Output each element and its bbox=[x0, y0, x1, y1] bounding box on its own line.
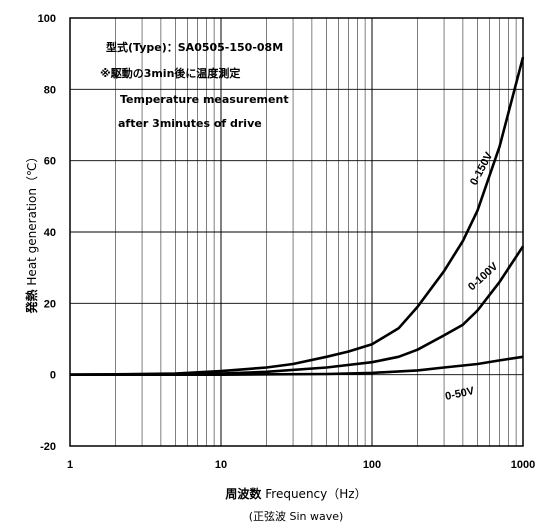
y-tick-label: 20 bbox=[44, 298, 56, 310]
annotation-type: 型式(Type)：SA0505-150-08M bbox=[106, 40, 283, 54]
y-tick-label: 80 bbox=[44, 84, 56, 96]
y-tick-label: -20 bbox=[40, 441, 56, 453]
annotation-measure-en-2: after 3minutes of drive bbox=[118, 117, 262, 130]
series-line-3 bbox=[70, 355, 524, 376]
x-axis-label: 周波数 Frequency（Hz） bbox=[225, 486, 366, 501]
y-tick-label: 0 bbox=[50, 370, 56, 382]
y-tick-label: 100 bbox=[38, 13, 56, 25]
annotation-measure-en-1: Temperature measurement bbox=[120, 93, 289, 106]
plot-frame bbox=[69, 17, 524, 447]
tick-labels: 1 10 100 1000 100 80 60 40 20 0 -20 bbox=[38, 13, 536, 471]
x-tick-label: 10 bbox=[215, 459, 227, 471]
y-tick-label: 40 bbox=[44, 227, 56, 239]
x-tick-label: 100 bbox=[363, 459, 381, 471]
x-axis-note: (正弦波 Sin wave) bbox=[249, 509, 344, 523]
series-line-1 bbox=[69, 56, 525, 376]
annotation-measure-jp: ※駆動の3min後に温度測定 bbox=[100, 66, 240, 80]
y-axis-label: 発熱 Heat generation（℃） bbox=[24, 151, 39, 315]
x-tick-label: 1 bbox=[67, 459, 73, 471]
y-tick-label: 60 bbox=[44, 156, 56, 168]
series-lines bbox=[69, 56, 525, 376]
x-tick-label: 1000 bbox=[511, 459, 535, 471]
